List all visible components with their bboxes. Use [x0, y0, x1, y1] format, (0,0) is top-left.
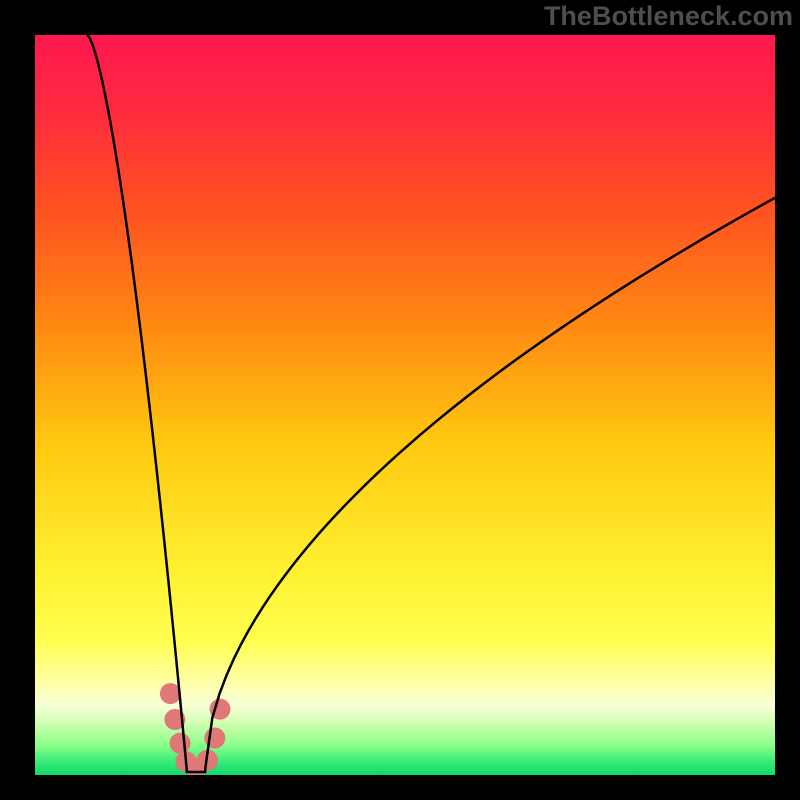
chart-background-gradient: [35, 35, 775, 775]
watermark: TheBottleneck.com: [544, 1, 793, 32]
chart-plot-area: [35, 35, 775, 775]
